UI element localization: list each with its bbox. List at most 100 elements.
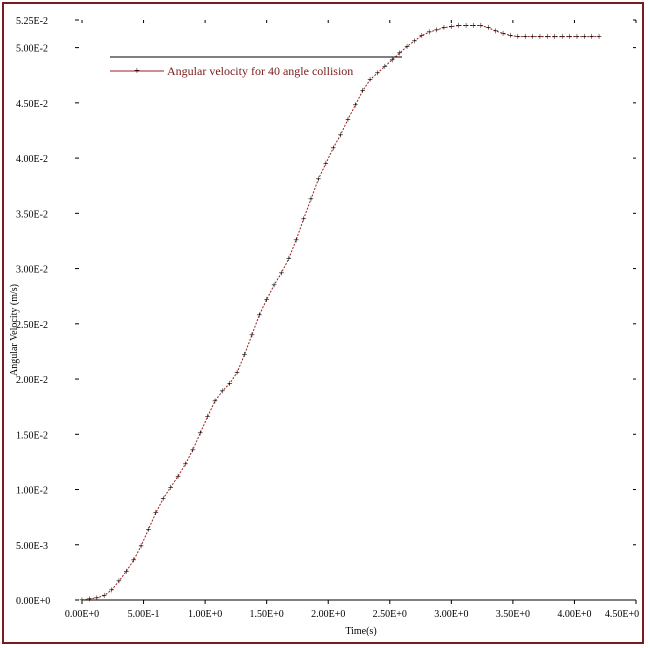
series-layer: + + + +++++++++++++++++++++++++++++++++++++… bbox=[79, 21, 602, 606]
data-point: + bbox=[227, 379, 233, 390]
legend-swatch-marker: + bbox=[134, 66, 140, 77]
data-point: + bbox=[434, 25, 440, 36]
data-point: + bbox=[293, 235, 299, 246]
y-tick-label: 0.00E+0 bbox=[16, 596, 50, 607]
data-point: + bbox=[508, 31, 514, 42]
data-point: + bbox=[596, 32, 602, 43]
y-tick-label: 5.25E-2 bbox=[16, 16, 48, 27]
data-point: + bbox=[389, 55, 395, 66]
y-tick-label: 1.00E-2 bbox=[16, 486, 48, 497]
line-chart: 0.00E+0 5.00E-3 1.00E-2 1.50E-2 2.00E-2 2.50E… bbox=[9, 16, 639, 637]
data-point: + bbox=[545, 32, 551, 43]
x-tick-label: 5.00E-1 bbox=[128, 609, 160, 620]
data-point: + bbox=[397, 49, 403, 60]
data-point: + bbox=[515, 32, 521, 43]
data-point: + bbox=[301, 214, 307, 225]
data-point: + bbox=[101, 591, 107, 602]
x-tick-label: 4.00E+0 bbox=[557, 609, 591, 620]
y-tick-label: 3.00E-2 bbox=[16, 265, 48, 276]
series-line bbox=[81, 25, 600, 601]
data-point: + bbox=[286, 254, 292, 265]
data-point: + bbox=[94, 593, 100, 604]
data-point: + bbox=[419, 31, 425, 42]
data-point: + bbox=[249, 330, 255, 341]
data-point: + bbox=[109, 586, 115, 597]
data-point: + bbox=[205, 412, 211, 423]
data-point: + bbox=[530, 32, 536, 43]
data-point: + bbox=[212, 397, 218, 408]
y-tick-label: 5.00E-2 bbox=[16, 44, 48, 55]
data-point: + bbox=[352, 101, 358, 112]
data-point: + bbox=[197, 429, 203, 440]
data-point: + bbox=[360, 86, 366, 97]
data-point: + bbox=[220, 387, 226, 398]
data-point: + bbox=[375, 69, 381, 80]
data-point: + bbox=[500, 29, 506, 40]
data-point: + bbox=[123, 567, 129, 578]
data-point: + bbox=[168, 483, 174, 494]
data-point: + bbox=[522, 32, 528, 43]
data-point: + bbox=[589, 32, 595, 43]
data-point: + bbox=[87, 594, 93, 605]
y-axis-title: Angular Velocity (m/s) bbox=[9, 284, 20, 376]
data-point: + bbox=[316, 175, 322, 186]
x-tick-label: 1.50E+0 bbox=[250, 609, 284, 620]
data-point: + bbox=[574, 32, 580, 43]
x-tick-label: 2.00E+0 bbox=[311, 609, 345, 620]
data-point: + bbox=[175, 472, 181, 483]
data-point: + bbox=[79, 596, 85, 607]
y-tick-label: 2.50E-2 bbox=[16, 320, 48, 331]
data-point: + bbox=[449, 22, 455, 33]
data-point: + bbox=[116, 577, 122, 588]
data-point: + bbox=[567, 32, 573, 43]
data-point: + bbox=[264, 295, 270, 306]
y-tick-label: 5.00E-3 bbox=[16, 541, 48, 552]
x-tick-label: 0.00E+0 bbox=[65, 609, 99, 620]
data-point: + bbox=[131, 556, 137, 567]
data-point: + bbox=[242, 350, 248, 361]
data-point: + bbox=[190, 445, 196, 456]
data-point: + bbox=[463, 21, 469, 32]
legend: + Angular velocity for 40 angle collisio… bbox=[110, 56, 402, 78]
data-point: + bbox=[382, 62, 388, 73]
x-axis-title: Time(s) bbox=[345, 626, 376, 637]
data-point: + bbox=[271, 281, 277, 292]
data-point: + bbox=[323, 159, 329, 170]
data-point: + bbox=[493, 27, 499, 38]
data-point: + bbox=[485, 23, 491, 34]
data-point: + bbox=[456, 21, 462, 32]
data-point: + bbox=[146, 525, 152, 536]
data-point: + bbox=[338, 130, 344, 141]
data-point: + bbox=[256, 310, 262, 321]
data-point: + bbox=[345, 115, 351, 126]
data-point: + bbox=[426, 28, 432, 39]
data-point: + bbox=[581, 32, 587, 43]
data-point: + bbox=[160, 494, 166, 505]
data-point: + bbox=[330, 144, 336, 155]
data-point: + bbox=[441, 23, 447, 34]
data-point: + bbox=[153, 508, 159, 519]
data-point: + bbox=[412, 36, 418, 47]
legend-entry-label: Angular velocity for 40 angle collision bbox=[167, 64, 353, 78]
y-tick-label: 4.50E-2 bbox=[16, 99, 48, 110]
data-point: + bbox=[308, 194, 314, 205]
data-point: + bbox=[279, 268, 285, 279]
y-tick-label: 3.50E-2 bbox=[16, 209, 48, 220]
data-point: + bbox=[138, 541, 144, 552]
y-axis-ticks: 0.00E+0 5.00E-3 1.00E-2 1.50E-2 2.00E-2 2.50E… bbox=[16, 16, 636, 607]
y-tick-label: 4.00E-2 bbox=[16, 154, 48, 165]
x-tick-label: 3.00E+0 bbox=[434, 609, 468, 620]
y-tick-label: 1.50E-2 bbox=[16, 430, 48, 441]
data-point: + bbox=[183, 460, 189, 471]
x-axis-ticks: 0.00E+0 5.00E-1 1.00E+0 1.50E+0 2.00E+0 2.50E… bbox=[65, 20, 639, 620]
chart-frame: 0.00E+0 5.00E-3 1.00E-2 1.50E-2 2.00E-2 2.50E… bbox=[2, 2, 644, 644]
x-tick-label: 1.00E+0 bbox=[188, 609, 222, 620]
data-point: + bbox=[404, 42, 410, 53]
y-tick-label: 2.00E-2 bbox=[16, 375, 48, 386]
data-point: + bbox=[552, 32, 558, 43]
data-point: + bbox=[234, 368, 240, 379]
data-point: + bbox=[471, 21, 477, 32]
data-point: + bbox=[537, 32, 543, 43]
data-point: + bbox=[478, 21, 484, 32]
data-point: + bbox=[559, 32, 565, 43]
